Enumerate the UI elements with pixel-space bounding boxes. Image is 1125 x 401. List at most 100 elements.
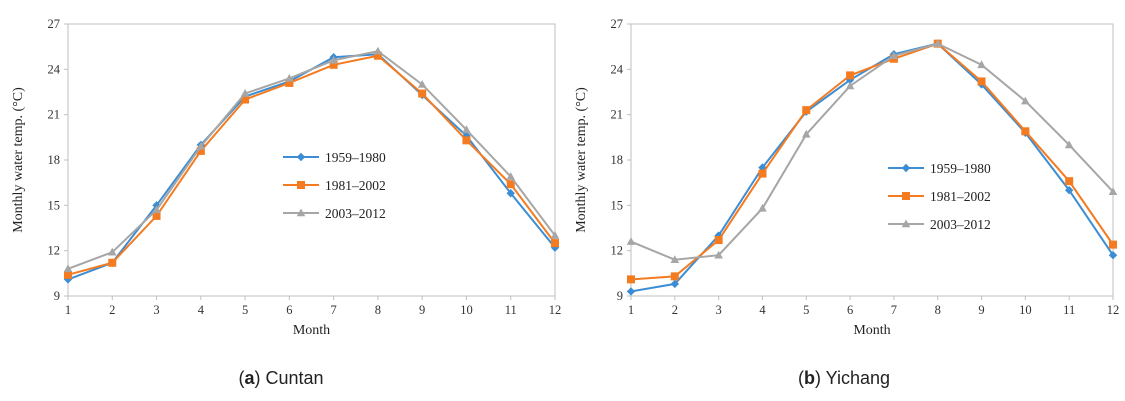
data-point-1-6 [285,78,294,87]
y-axis-label: Monthly water temp. (°C) [574,87,589,233]
data-point-1-4 [758,169,767,178]
data-point-1-11 [506,180,515,189]
data-point-2-1 [63,264,73,273]
data-point-1-5 [802,106,811,115]
data-point-2-6 [845,81,855,90]
data-point-2-8 [933,39,943,47]
caption-name-a: Cuntan [265,368,324,388]
data-point-2-11 [1064,140,1074,149]
data-point-1-10 [462,136,471,145]
caption-cuntan: (a) Cuntan [238,368,324,388]
y-tick-label-12: 12 [611,244,624,258]
data-point-1-11 [1065,177,1074,186]
data-point-2-7 [329,55,338,64]
x-tick-label-11: 11 [505,303,517,317]
legend-marker-1 [902,192,910,200]
legend-marker-0 [296,152,306,162]
data-point-2-12 [1108,187,1118,196]
data-point-1-8 [373,51,382,60]
y-tick-label-24: 24 [611,62,624,76]
legend-marker-0 [901,163,911,173]
legend-label-0: 1959–1980 [325,150,386,165]
data-point-2-6 [285,73,294,82]
series-1-yichang [627,39,1117,284]
y-tick-label-27: 27 [48,17,61,31]
data-point-0-12 [1108,251,1118,260]
series-line-2 [67,50,556,270]
data-point-2-5 [801,129,811,138]
chart-panel-cuntan: 9 12 15 18 21 24 27 1 2 3 4 5 6 7 8 9 10 11 12 Month Monthly… [0,0,562,401]
legend-cuntan: 1959–1980 1981–2002 2003–2012 [283,150,386,221]
series-line-0 [67,53,556,281]
legend-yichang: 1959–1980 1981–2002 2003–2012 [888,161,991,232]
series-line-2 [630,42,1114,261]
data-point-1-12 [1109,240,1117,249]
data-point-1-7 [329,60,338,69]
data-point-1-3 [714,236,723,245]
y-tick-label-24: 24 [48,62,61,76]
x-axis-label: Month [293,323,330,338]
caption-letter-a: a [244,368,255,388]
legend-marker-2 [296,208,306,217]
x-tick-label-1: 1 [65,303,71,317]
y-tick-label-15: 15 [48,198,61,212]
data-point-1-4 [196,146,205,155]
data-point-1-5 [241,95,250,104]
x-tick-label-8: 8 [375,303,381,317]
x-tick-label-12: 12 [549,303,562,317]
caption-name-b: Yichang [825,368,891,388]
data-point-1-2 [670,272,679,281]
data-point-1-1 [627,275,635,284]
data-point-2-5 [240,89,250,97]
y-tick-label-27: 27 [611,17,624,31]
y-tick-label-18: 18 [48,153,61,167]
legend-marker-1 [297,181,305,189]
x-tick-label-4: 4 [759,303,766,317]
x-tick-label-5: 5 [242,303,248,317]
series-line-1 [67,54,556,276]
y-tick-label-21: 21 [611,108,624,122]
data-point-2-4 [758,203,767,212]
data-point-2-12 [550,231,560,239]
data-point-1-10 [1021,127,1030,136]
data-point-2-9 [977,60,986,69]
caption-letter-b: b [803,368,815,388]
y-tick-label-9: 9 [617,289,623,303]
x-tick-label-9: 9 [419,303,425,317]
x-tick-label-10: 10 [460,303,473,317]
legend-label-1: 1981–2002 [930,189,991,204]
data-point-2-8 [373,46,383,55]
data-point-2-10 [1021,96,1030,105]
x-tick-label-7: 7 [891,303,897,317]
series-line-0 [630,42,1114,293]
x-tick-label-6: 6 [847,303,853,317]
data-point-2-9 [417,79,427,88]
data-point-1-1 [64,270,72,279]
data-point-2-7 [889,51,899,60]
y-tick-label-9: 9 [54,289,60,303]
plot-frame-yichang [630,23,1114,297]
data-point-2-3 [152,205,161,214]
x-tick-label-6: 6 [286,303,292,317]
legend-marker-2 [901,219,911,228]
y-axis-label: Monthly water temp. (°C) [11,87,26,233]
caption-yichang: (b) Yichang [797,368,891,388]
y-tick-label-18: 18 [611,153,624,167]
series-line-1 [630,42,1114,281]
y-tick-label-12: 12 [48,244,61,258]
data-point-1-9 [418,89,427,98]
series-0-cuntan [63,50,560,284]
x-tick-label-2: 2 [109,303,115,317]
legend-label-2: 2003–2012 [930,217,991,232]
y-tick-label-21: 21 [48,108,61,122]
data-point-2-11 [506,172,516,180]
x-tick-label-2: 2 [672,303,678,317]
data-point-2-2 [107,247,117,256]
legend-label-2: 2003–2012 [325,206,386,221]
data-point-2-3 [714,250,723,259]
legend-label-1: 1981–2002 [325,178,386,193]
data-point-1-2 [108,258,117,267]
x-tick-label-11: 11 [1063,303,1075,317]
legend-label-0: 1959–1980 [930,161,991,176]
